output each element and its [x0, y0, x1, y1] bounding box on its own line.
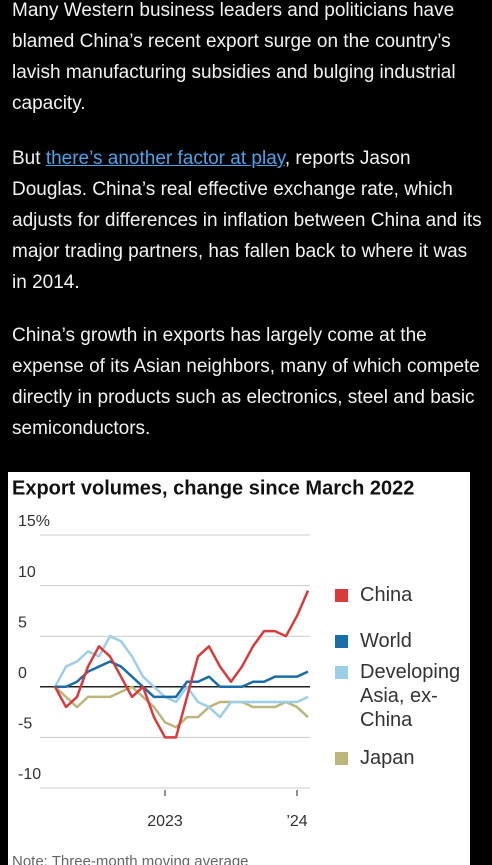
y-tick-label: -10 [18, 766, 41, 783]
series-line [54, 685, 309, 729]
legend-label: China [360, 584, 413, 606]
series-line [53, 634, 309, 719]
y-tick-label: -5 [18, 716, 32, 733]
x-tick-label: 2023 [147, 813, 183, 830]
legend-swatch [335, 635, 348, 648]
chart: Export volumes, change since March 2022 … [8, 472, 470, 865]
y-tick-label: 0 [18, 665, 27, 682]
legend-swatch [335, 752, 348, 765]
x-tick-label: ’24 [286, 813, 307, 830]
legend-label: Developing Asia, ex-China [360, 661, 461, 731]
paragraph: Many Western business leaders and politi… [12, 0, 456, 114]
paragraph: But there’s another factor at play, repo… [12, 143, 482, 298]
legend-swatch [335, 589, 348, 602]
link[interactable]: there’s another factor at play [45, 148, 285, 169]
y-tick-label: 15% [18, 513, 50, 530]
text: But [12, 148, 46, 169]
legend-label: Japan [360, 747, 415, 769]
legend-label: World [360, 630, 412, 652]
y-tick-label: 10 [18, 564, 36, 581]
text: , reports Jason Douglas. China’s real ef… [12, 148, 482, 293]
series-line [55, 660, 309, 699]
chart-svg: Export volumes, change since March 2022 … [12, 477, 414, 865]
legend-swatch [335, 666, 348, 679]
series-line [53, 590, 310, 739]
y-tick-label: 5 [18, 614, 27, 631]
chart-title: Export volumes, change since March 2022 [12, 477, 414, 499]
note: Note: Three-month moving average [12, 853, 249, 865]
paragraph: China’s growth in exports has largely co… [12, 325, 480, 439]
